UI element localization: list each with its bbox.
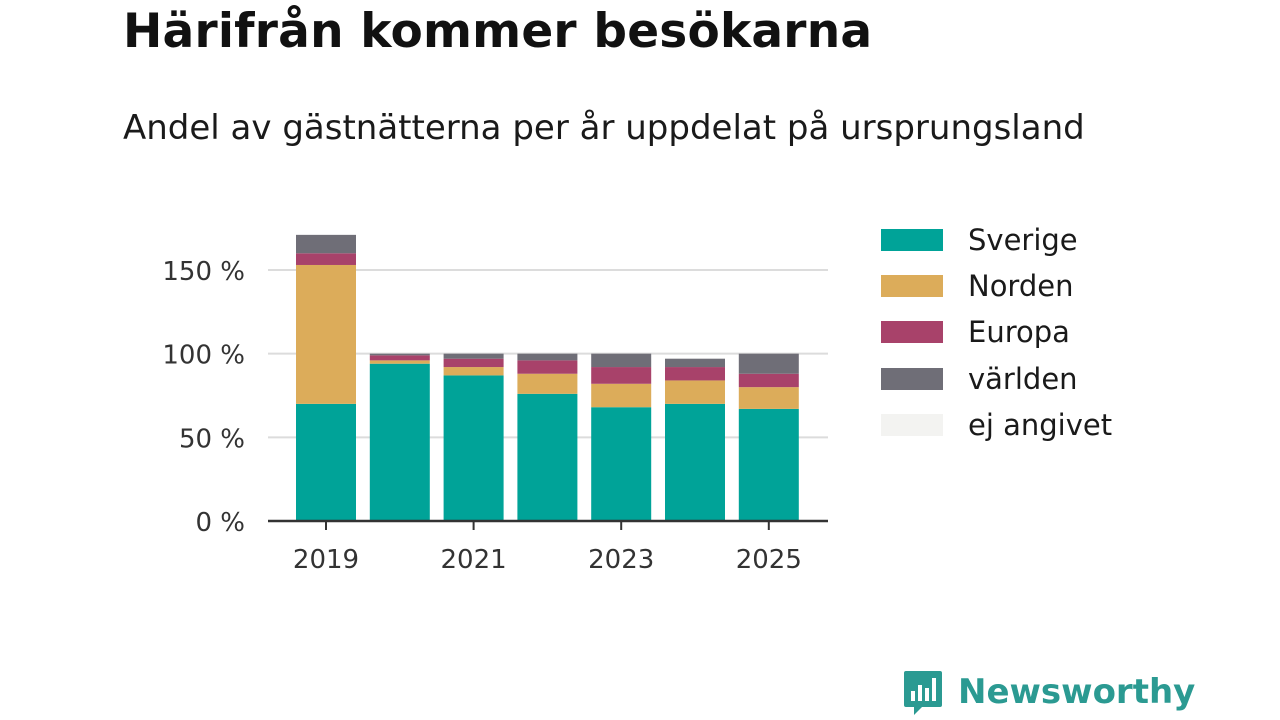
bar-2021-norden[interactable]	[443, 367, 504, 376]
bar-2022-europa[interactable]	[517, 360, 578, 374]
y-tick-label: 100 %	[162, 341, 245, 371]
bar-2024-norden[interactable]	[665, 380, 725, 404]
legend-item-europa: Europa	[881, 312, 1181, 352]
bar-2025-europa[interactable]	[738, 373, 799, 388]
bar-2019-norden[interactable]	[296, 264, 356, 404]
legend-label-ej-angivet: ej angivet	[968, 408, 1113, 442]
bar-2025-norden[interactable]	[738, 387, 799, 409]
legend-label-varlden: världen	[968, 362, 1078, 396]
x-tick-label: 2023	[588, 545, 654, 575]
newsworthy-logo[interactable]: Newsworthy	[902, 669, 1195, 717]
bar-2024-europa[interactable]	[665, 367, 725, 381]
legend-swatch-europa	[881, 321, 943, 343]
legend-swatch-ej-angivet	[881, 414, 943, 436]
bar-2022-sverige[interactable]	[517, 393, 578, 521]
y-tick-label: 150 %	[162, 257, 245, 287]
bar-2020-sverige[interactable]	[369, 363, 430, 521]
bar-2019-europa[interactable]	[296, 253, 356, 265]
y-tick-label: 0 %	[195, 508, 245, 538]
legend-swatch-varlden	[881, 368, 943, 390]
y-tick-label: 50 %	[179, 424, 245, 454]
x-tick-label: 2021	[441, 545, 507, 575]
legend-swatch-sverige	[881, 229, 943, 251]
bar-2020-norden[interactable]	[369, 360, 430, 364]
legend-item-varlden: världen	[881, 359, 1181, 399]
bar-2022-världen[interactable]	[517, 353, 578, 361]
bar-2023-världen[interactable]	[591, 353, 652, 368]
legend-item-ej-angivet: ej angivet	[881, 405, 1181, 445]
x-tick-label: 2025	[736, 545, 802, 575]
bar-2021-europa[interactable]	[443, 358, 504, 368]
x-tick-label: 2019	[293, 545, 359, 575]
bar-2020-världen[interactable]	[369, 353, 430, 356]
bar-2025-världen[interactable]	[738, 353, 799, 374]
bar-2025-sverige[interactable]	[738, 408, 799, 521]
bar-2024-världen[interactable]	[665, 358, 725, 368]
bar-chart-speech-bubble-icon	[904, 671, 942, 715]
bar-2019-världen[interactable]	[296, 234, 356, 254]
bar-2024-sverige[interactable]	[665, 403, 725, 521]
legend-item-norden: Norden	[881, 266, 1181, 306]
bar-2023-sverige[interactable]	[591, 407, 652, 521]
legend-label-europa: Europa	[968, 315, 1070, 349]
legend-item-sverige: Sverige	[881, 220, 1181, 260]
chart-subtitle: Andel av gästnätterna per år uppdelat på…	[123, 108, 1085, 148]
chart-title: Härifrån kommer besökarna	[123, 4, 873, 59]
bar-2021-sverige[interactable]	[443, 375, 504, 521]
legend-label-sverige: Sverige	[968, 223, 1078, 257]
bar-2023-norden[interactable]	[591, 383, 652, 408]
bar-2020-europa[interactable]	[369, 355, 430, 361]
legend-swatch-norden	[881, 275, 943, 297]
bar-2021-världen[interactable]	[443, 353, 504, 359]
legend-label-norden: Norden	[968, 269, 1074, 303]
bar-2019-sverige[interactable]	[296, 403, 356, 521]
bar-2023-europa[interactable]	[591, 367, 652, 384]
brand-name: Newsworthy	[958, 672, 1196, 712]
bar-2022-norden[interactable]	[517, 373, 578, 394]
